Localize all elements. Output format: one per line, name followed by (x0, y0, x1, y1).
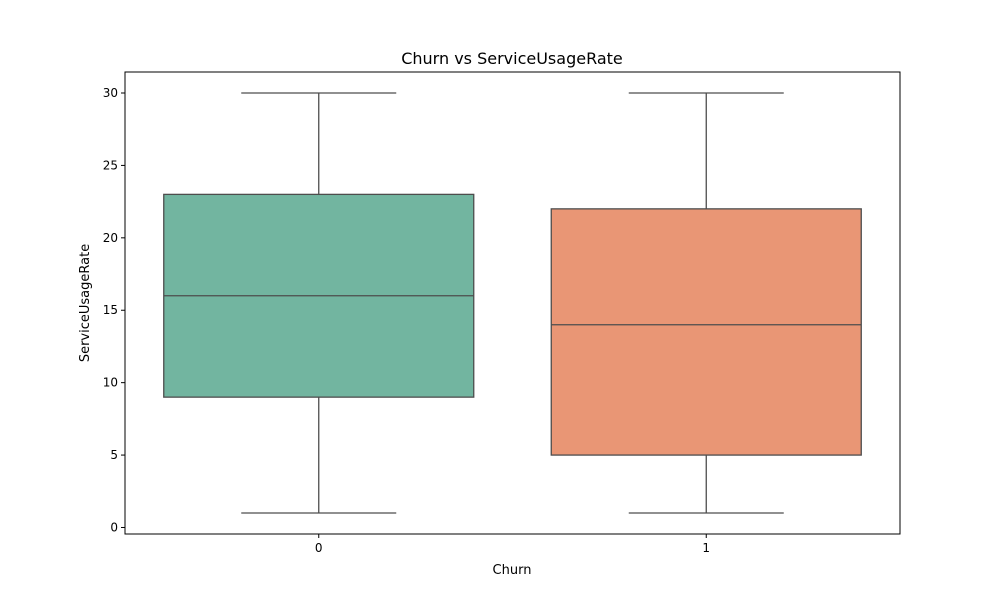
plot-area-frame (124, 71, 901, 535)
y-axis-label: ServiceUsageRate (78, 244, 93, 362)
x-tick-label: 1 (702, 541, 710, 555)
y-tick-label: 0 (110, 520, 118, 534)
chart-title: Churn vs ServiceUsageRate (401, 49, 623, 68)
x-axis-label: Churn (493, 563, 532, 578)
iqr-box-1 (550, 208, 862, 456)
boxes-layer (163, 92, 862, 514)
y-tick-label: 15 (103, 303, 118, 317)
y-tick-label: 5 (110, 448, 118, 462)
y-tick-label: 20 (103, 231, 118, 245)
y-tick-label: 30 (103, 86, 118, 100)
box-group-1 (550, 92, 862, 514)
x-tick-label: 0 (315, 541, 323, 555)
y-axis-ticks: 0 5 10 15 20 25 30 (103, 86, 125, 534)
box-group-0 (163, 92, 475, 514)
y-tick-label: 10 (103, 376, 118, 390)
y-tick-label: 25 (103, 158, 118, 172)
